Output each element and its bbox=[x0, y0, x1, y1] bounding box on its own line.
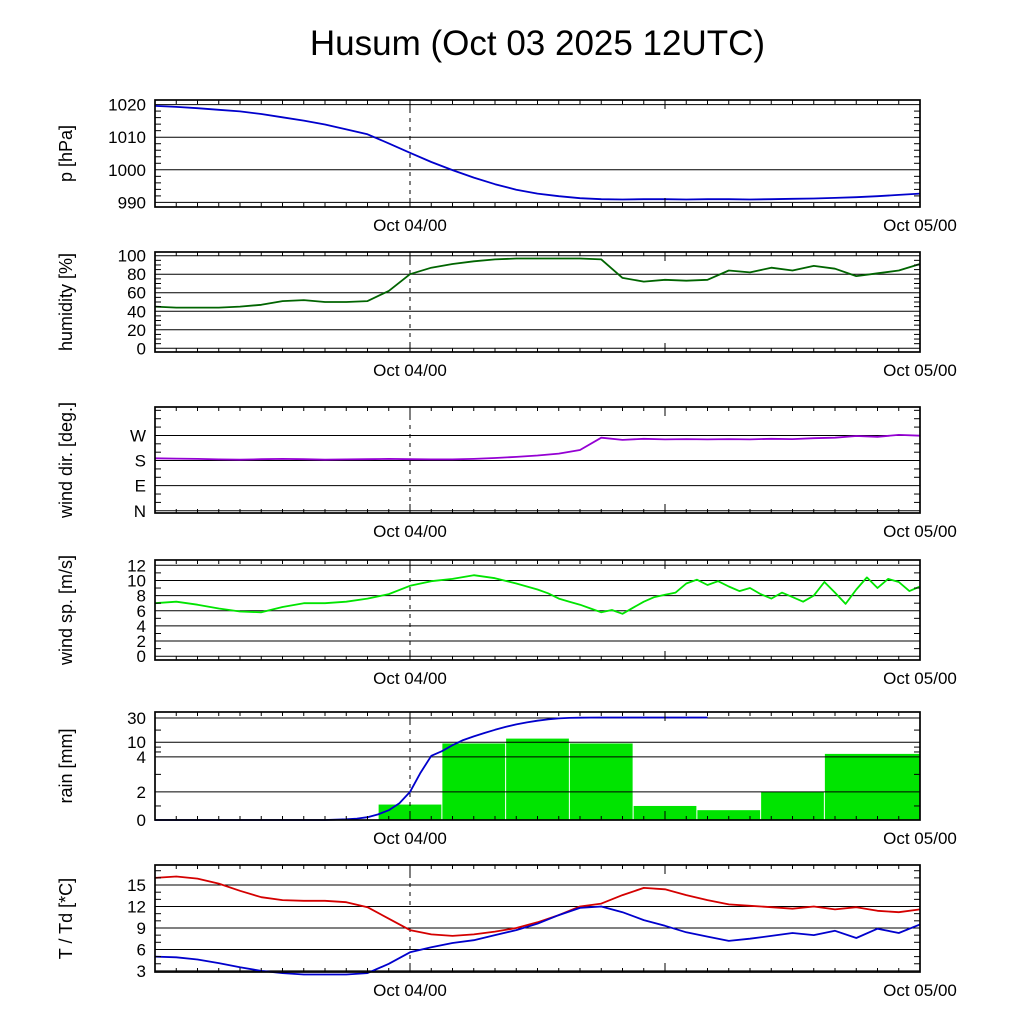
y-tick-label: 15 bbox=[127, 876, 146, 895]
y-tick-label: 2 bbox=[137, 783, 146, 802]
y-axis-label-wind-speed: wind sp. [m/s] bbox=[56, 555, 76, 666]
y-tick-label: E bbox=[135, 477, 146, 496]
y-tick-label: 0 bbox=[137, 647, 146, 666]
y-axis-label-humidity: humidity [%] bbox=[56, 253, 76, 351]
y-axis-label-rain: rain [mm] bbox=[56, 728, 76, 803]
humidity-series bbox=[154, 257, 921, 309]
x-tick-label: Oct 04/00 bbox=[373, 361, 447, 380]
y-tick-label: 10 bbox=[127, 733, 146, 752]
rain-bar bbox=[824, 753, 920, 820]
y-tick-label: 6 bbox=[137, 940, 146, 959]
y-tick-label: 20 bbox=[127, 321, 146, 340]
temperature-series bbox=[154, 875, 921, 937]
rain-bar bbox=[506, 738, 569, 820]
y-tick-label: 3 bbox=[137, 962, 146, 981]
panel-frame-wind-direction bbox=[154, 406, 921, 514]
y-tick-label: 1000 bbox=[108, 161, 146, 180]
y-tick-label: 1020 bbox=[108, 96, 146, 115]
y-tick-label: 0 bbox=[137, 811, 146, 830]
y-tick-label: S bbox=[135, 452, 146, 471]
y-axis-label-temperature: T / Td [*C] bbox=[56, 878, 76, 959]
x-tick-label: Oct 04/00 bbox=[373, 829, 447, 848]
x-tick-label: Oct 04/00 bbox=[373, 981, 447, 1000]
y-tick-label: 2 bbox=[137, 632, 146, 651]
y-axis-label-wind-direction: wind dir. [deg.] bbox=[56, 402, 76, 519]
y-tick-label: 4 bbox=[137, 748, 146, 767]
y-tick-label: 40 bbox=[127, 302, 146, 321]
rain-accumulated-series bbox=[155, 716, 708, 821]
x-tick-label: Oct 05/00 bbox=[883, 361, 957, 380]
pressure-series bbox=[154, 105, 921, 201]
y-tick-label: 100 bbox=[118, 247, 146, 266]
rain-bar bbox=[442, 743, 506, 820]
y-axis-label-pressure: p [hPa] bbox=[56, 125, 76, 182]
rain-bar bbox=[761, 791, 824, 820]
y-tick-label: 10 bbox=[127, 571, 146, 590]
x-tick-label: Oct 05/00 bbox=[883, 829, 957, 848]
x-tick-label: Oct 05/00 bbox=[883, 669, 957, 688]
panel-frame-temperature bbox=[154, 864, 921, 973]
y-tick-label: 990 bbox=[118, 193, 146, 212]
dewpoint-series bbox=[154, 905, 921, 976]
x-tick-label: Oct 05/00 bbox=[883, 981, 957, 1000]
rain-bar bbox=[569, 743, 633, 820]
y-tick-label: 30 bbox=[127, 709, 146, 728]
x-tick-label: Oct 04/00 bbox=[373, 669, 447, 688]
x-tick-label: Oct 05/00 bbox=[883, 522, 957, 541]
y-tick-label: 9 bbox=[137, 919, 146, 938]
y-tick-label: 8 bbox=[137, 587, 146, 606]
y-tick-label: 12 bbox=[127, 898, 146, 917]
wind-direction-series bbox=[154, 434, 921, 461]
wind-speed-series bbox=[154, 574, 921, 615]
y-tick-label: 12 bbox=[127, 556, 146, 575]
y-tick-label: N bbox=[134, 502, 146, 521]
chart-title: Husum (Oct 03 2025 12UTC) bbox=[309, 24, 766, 63]
y-tick-label: 0 bbox=[137, 339, 146, 358]
y-tick-label: 1010 bbox=[108, 128, 146, 147]
rain-bar bbox=[697, 810, 761, 820]
y-tick-label: 4 bbox=[137, 617, 146, 636]
y-tick-label: W bbox=[130, 426, 146, 445]
x-tick-label: Oct 04/00 bbox=[373, 522, 447, 541]
x-tick-label: Oct 04/00 bbox=[373, 216, 447, 235]
x-tick-label: Oct 05/00 bbox=[883, 216, 957, 235]
y-tick-label: 80 bbox=[127, 265, 146, 284]
y-tick-label: 60 bbox=[127, 284, 146, 303]
y-tick-label: 6 bbox=[137, 602, 146, 621]
